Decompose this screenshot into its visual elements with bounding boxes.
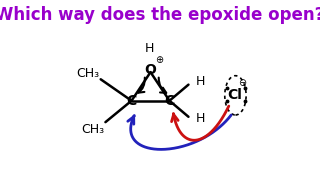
- Text: C: C: [126, 94, 137, 108]
- Text: Which way does the epoxide open?: Which way does the epoxide open?: [0, 6, 320, 24]
- Text: O: O: [145, 63, 156, 77]
- Text: CH₃: CH₃: [81, 123, 104, 136]
- Text: ⊕: ⊕: [155, 55, 163, 65]
- Text: C: C: [164, 94, 175, 108]
- Text: ⊖: ⊖: [238, 78, 246, 88]
- Text: CH₃: CH₃: [76, 68, 99, 80]
- Text: H: H: [145, 42, 154, 55]
- Text: Cl: Cl: [227, 88, 242, 102]
- Text: H: H: [196, 112, 205, 125]
- Text: H: H: [196, 75, 205, 87]
